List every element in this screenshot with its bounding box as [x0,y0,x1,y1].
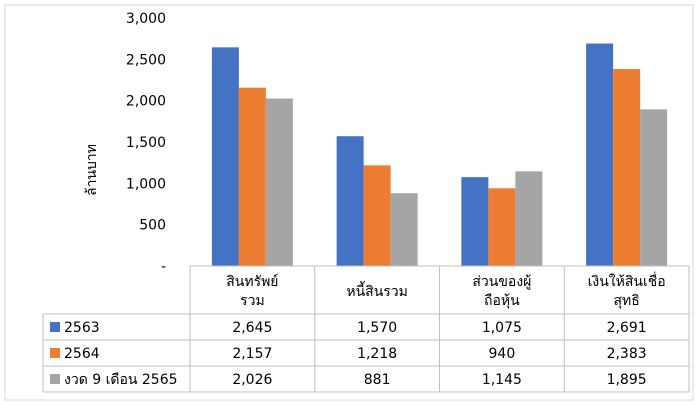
y-tick-label: - [161,259,166,275]
y-tick-label: 3,000 [126,11,166,27]
bar [211,47,239,267]
legend-swatch [50,322,60,332]
category-label: เงินให้สินเชื่อ [588,272,666,290]
y-tick-label: 2,000 [126,94,166,110]
category-label: รวม [240,293,265,309]
data-label: 881 [364,372,391,388]
data-label: 2,157 [232,346,272,362]
data-table: สินทรัพย์รวม หนี้สินรวม ส่วนของผู้ถือหุ้น เ… [42,265,690,393]
bar [238,87,266,266]
data-label: 1,218 [357,346,397,362]
bar [390,193,418,266]
y-axis-ticks: - 500 1,000 1,500 2,000 2,500 3,000 [126,11,166,275]
legend-swatch [50,374,60,384]
data-label: 1,570 [357,320,397,336]
category-label: ถือหุ้น [484,293,520,309]
category-label: ส่วนของผู้ [472,274,531,290]
bar [586,43,614,266]
bar [613,69,641,266]
data-label: 1,895 [607,372,647,388]
y-tick-label: 1,500 [126,135,166,151]
bar [336,136,364,266]
data-label: 1,075 [482,320,522,336]
bar [515,171,543,266]
bars [211,43,668,267]
bar [363,165,391,266]
legend-label: 2563 [64,320,100,336]
bar [265,98,293,266]
category-label: สุทธิ [613,293,639,309]
category-label: สินทรัพย์ [226,273,278,290]
bar [488,188,516,266]
y-tick-label: 2,500 [126,52,166,68]
legend-label: 2564 [64,346,100,362]
y-tick-label: 500 [139,218,166,234]
data-label: 2,026 [232,372,272,388]
category-label: หนี้สินรวม [346,281,408,300]
y-axis-label: ล้านบาท [84,144,100,196]
data-label: 940 [489,346,516,362]
data-label: 2,383 [607,346,647,362]
data-label: 2,645 [232,320,272,336]
bar [640,109,668,266]
data-label: 2,691 [607,320,647,336]
bar [461,177,489,266]
legend-swatch [50,348,60,358]
legend-label: งวด 9 เดือน 2565 [64,372,178,388]
y-tick-label: 1,000 [126,176,166,192]
data-label: 1,145 [482,372,522,388]
